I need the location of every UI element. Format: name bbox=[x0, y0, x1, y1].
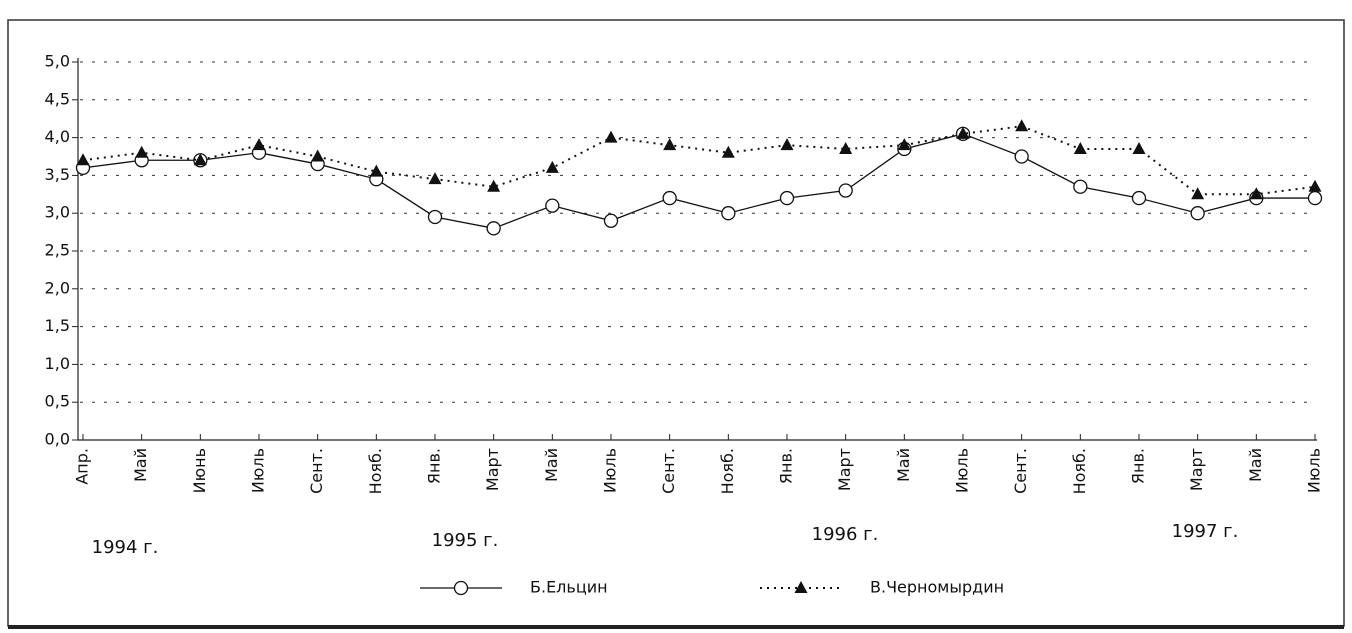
x-tick-label: Май bbox=[1246, 448, 1265, 482]
y-tick-label: 2,5 bbox=[45, 241, 70, 260]
point bbox=[369, 164, 383, 177]
point bbox=[428, 172, 442, 185]
x-tick-label: Март bbox=[835, 448, 854, 491]
x-tick-label: Нояб. bbox=[1070, 448, 1089, 494]
point bbox=[193, 153, 207, 166]
series-line bbox=[82, 133, 1315, 229]
point bbox=[780, 138, 794, 151]
point bbox=[135, 145, 149, 158]
x-tick-label: Июль bbox=[601, 448, 620, 493]
x-tick-label: Сент. bbox=[1011, 448, 1030, 494]
x-tick-label: Май bbox=[131, 448, 150, 482]
series-line bbox=[82, 125, 1316, 196]
point bbox=[956, 126, 970, 139]
x-tick-label: Июль bbox=[953, 448, 972, 493]
point bbox=[721, 206, 736, 221]
x-tick-label: Июль bbox=[249, 448, 268, 493]
y-tick-label: 4,0 bbox=[45, 127, 70, 146]
y-tick-label: 3,5 bbox=[45, 165, 70, 184]
legend-label: В.Черномырдин bbox=[870, 578, 1004, 597]
x-tick-label: Нояб. bbox=[366, 448, 385, 494]
point bbox=[897, 138, 911, 151]
point bbox=[1014, 149, 1029, 164]
point bbox=[545, 198, 560, 213]
year-annotation: 1995 г. bbox=[432, 530, 499, 551]
point bbox=[839, 141, 853, 154]
point bbox=[1073, 179, 1088, 194]
point bbox=[1249, 187, 1263, 200]
x-tick-label: Янв. bbox=[1129, 448, 1148, 484]
point bbox=[1131, 190, 1147, 206]
point bbox=[1307, 190, 1323, 206]
x-tick-label: Апр. bbox=[73, 448, 92, 485]
legend-label: Б.Ельцин bbox=[530, 578, 608, 597]
y-tick-label: 4,5 bbox=[45, 89, 70, 108]
point bbox=[663, 138, 677, 151]
x-tick-label: Март bbox=[1187, 448, 1206, 491]
point bbox=[662, 190, 677, 206]
y-tick-label: 2,0 bbox=[45, 278, 70, 297]
x-tick-label: Нояб. bbox=[718, 448, 737, 494]
point bbox=[311, 149, 325, 162]
point bbox=[1191, 187, 1205, 200]
x-tick-label: Март bbox=[483, 448, 502, 491]
x-tick-label: Янв. bbox=[425, 448, 444, 484]
point bbox=[486, 221, 501, 236]
frame bbox=[7, 19, 1345, 627]
point bbox=[603, 213, 619, 228]
point bbox=[1132, 141, 1146, 154]
x-tick-label: Сент. bbox=[659, 448, 678, 494]
point bbox=[1308, 179, 1322, 192]
point bbox=[1190, 206, 1205, 221]
point bbox=[427, 209, 443, 225]
point bbox=[721, 145, 735, 158]
point bbox=[545, 160, 559, 173]
x-tick-label: Янв. bbox=[777, 448, 796, 484]
x-tick-label: Сент. bbox=[307, 448, 326, 494]
legend-marker bbox=[453, 580, 469, 596]
x-tick-label: Май bbox=[542, 448, 561, 482]
point bbox=[779, 190, 795, 206]
x-tick-label: Май bbox=[894, 448, 913, 482]
point bbox=[76, 153, 90, 166]
year-annotation: 1996 г. bbox=[812, 524, 879, 545]
point bbox=[252, 138, 266, 151]
y-tick-label: 0,5 bbox=[45, 392, 70, 411]
y-tick-label: 5,0 bbox=[45, 52, 70, 71]
point bbox=[838, 183, 853, 198]
x-tick-label: Июнь bbox=[190, 448, 209, 493]
y-tick-label: 1,5 bbox=[45, 316, 70, 335]
point bbox=[604, 130, 618, 143]
point bbox=[1015, 119, 1029, 132]
year-annotation: 1997 г. bbox=[1172, 521, 1239, 542]
point bbox=[1073, 141, 1087, 154]
y-tick-label: 0,0 bbox=[45, 430, 70, 449]
x-tick-label: Июль bbox=[1305, 448, 1324, 493]
year-annotation: 1994 г. bbox=[92, 537, 159, 558]
point bbox=[487, 179, 501, 192]
y-tick-label: 3,0 bbox=[45, 203, 70, 222]
legend-marker bbox=[794, 581, 808, 593]
y-tick-label: 1,0 bbox=[45, 354, 70, 373]
